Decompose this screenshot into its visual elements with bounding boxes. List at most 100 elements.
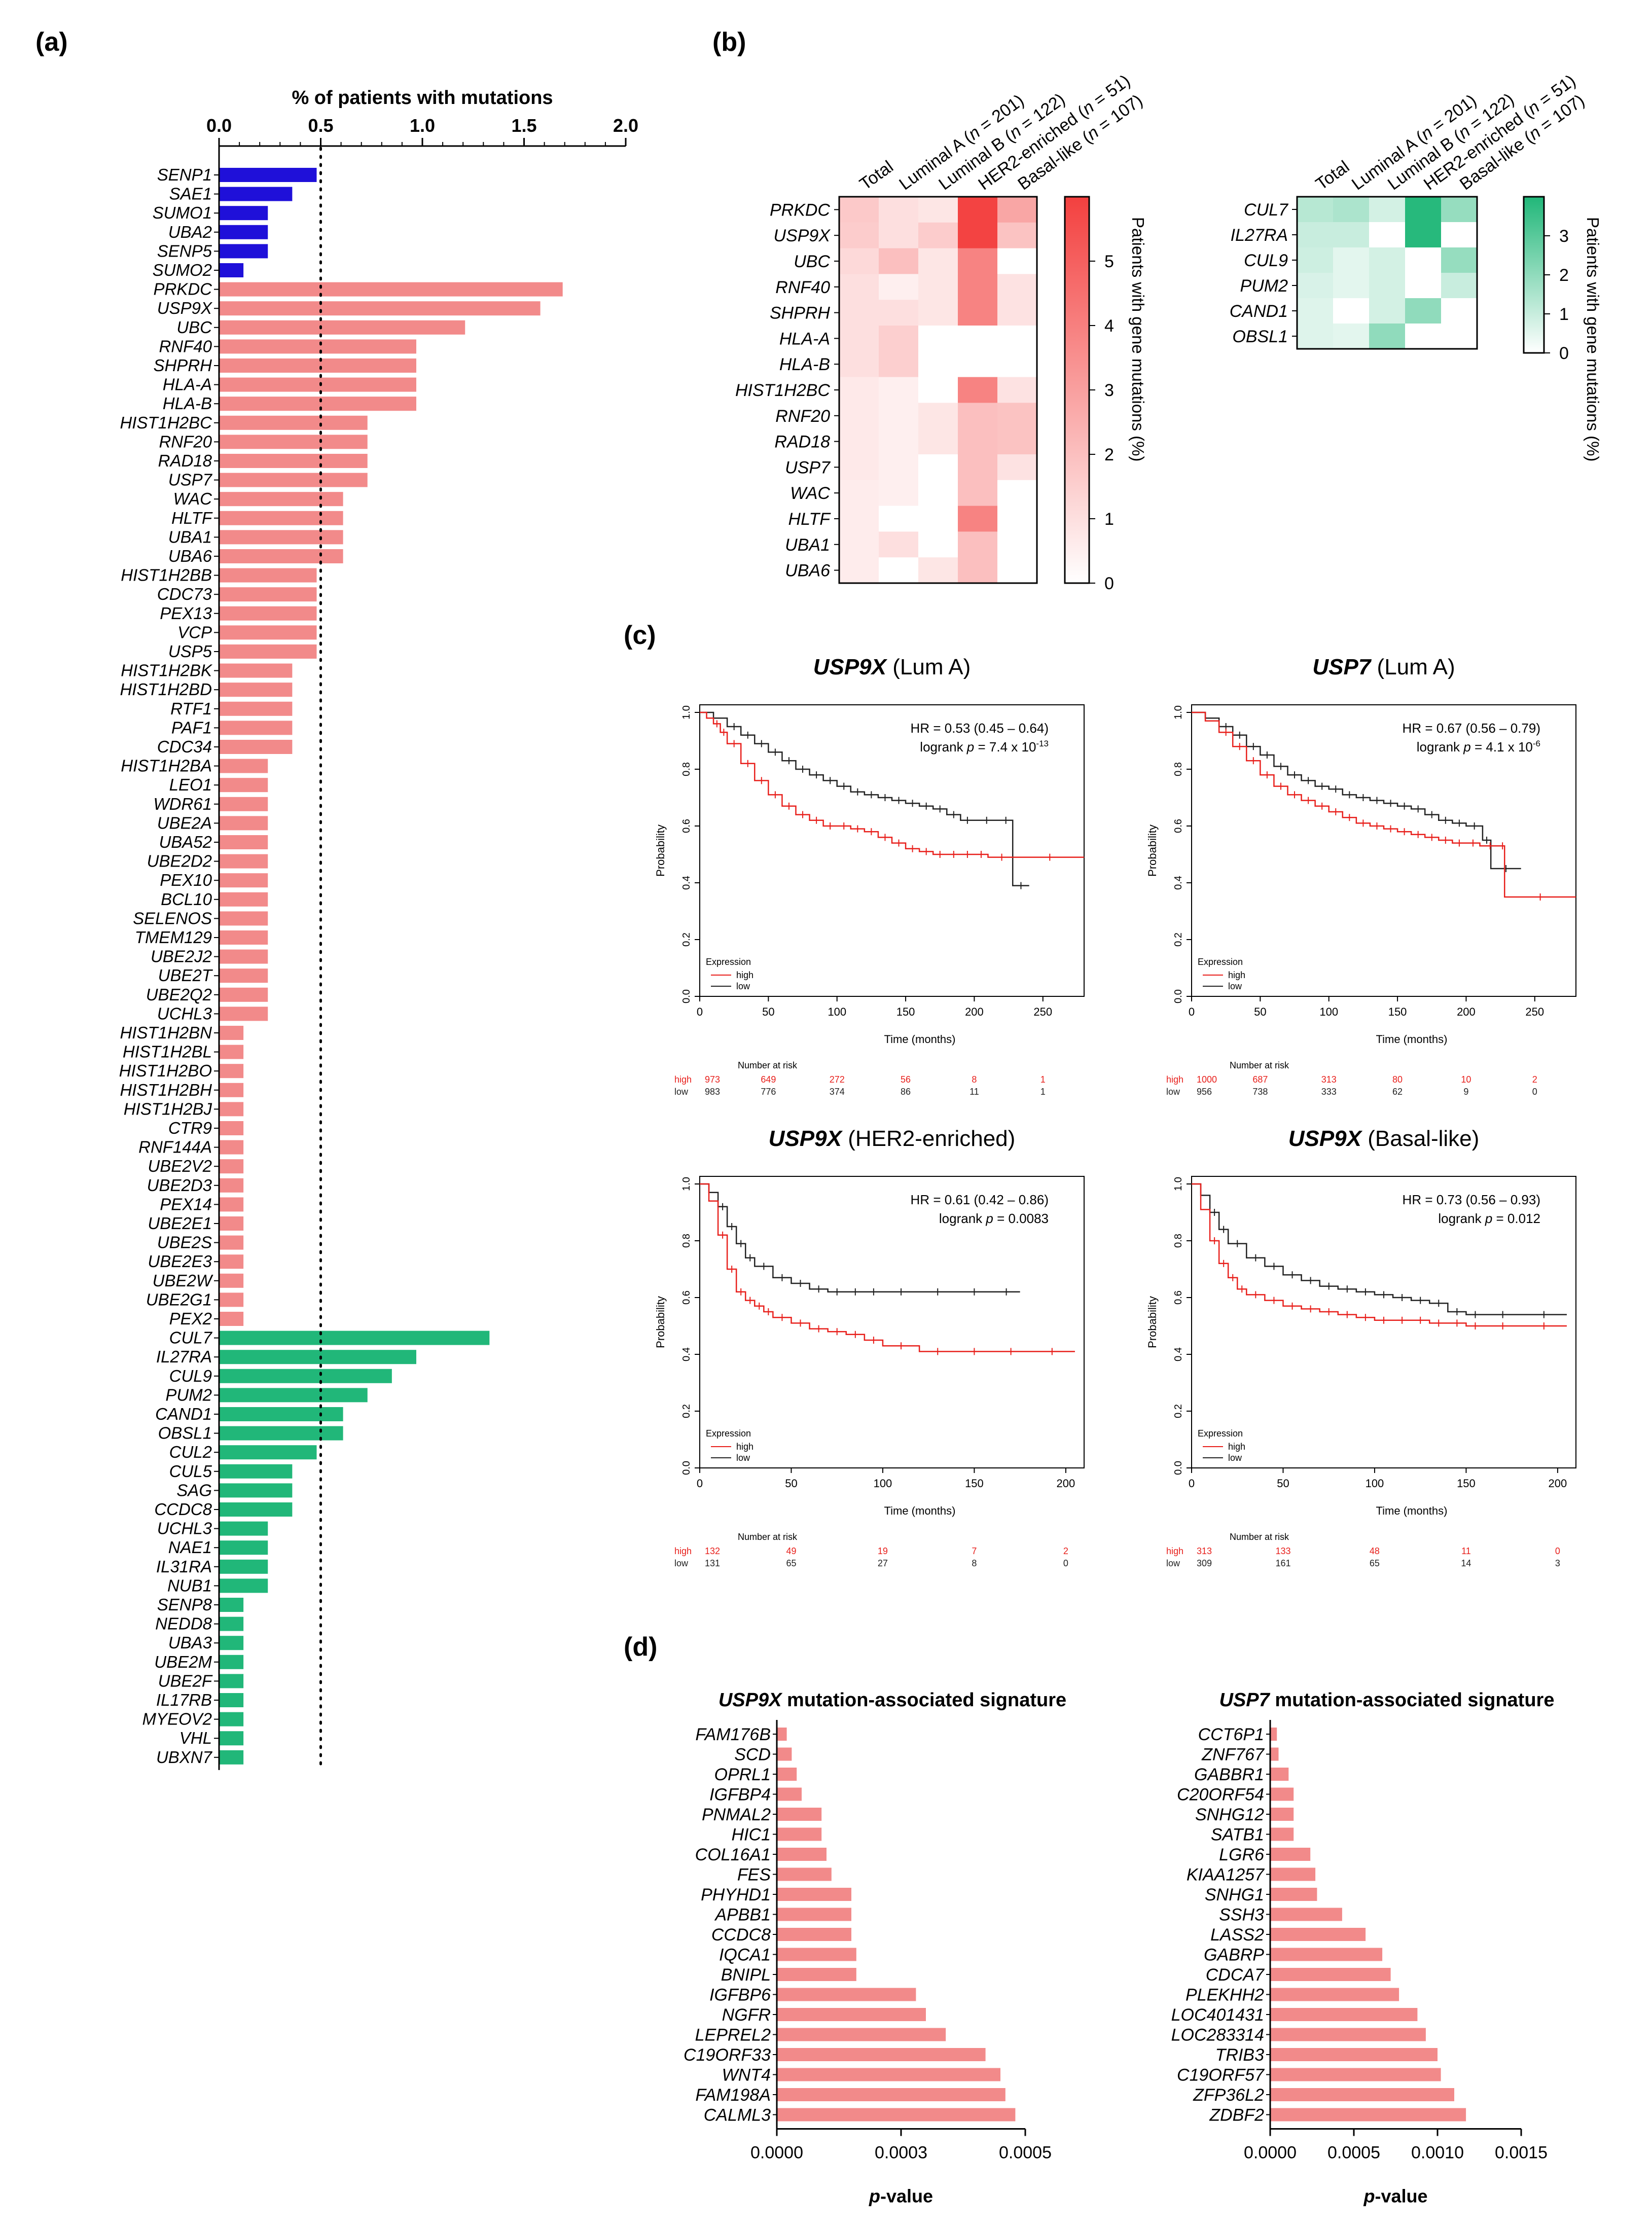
signature-gene-label: ZDBF2 bbox=[1209, 2106, 1264, 2125]
signature-gene-label: BNIPL bbox=[721, 1965, 771, 1985]
panel-a-title: % of patients with mutations bbox=[292, 87, 553, 109]
km-legend-label: low bbox=[1228, 981, 1242, 991]
risk-value: 11 bbox=[1461, 1546, 1471, 1556]
km-x-tick-label: 200 bbox=[1057, 1477, 1075, 1490]
bar-label: PAF1 bbox=[171, 718, 212, 737]
signature-gene-label: CCDC8 bbox=[711, 1925, 771, 1945]
heat-cell bbox=[879, 506, 919, 532]
km-x-tick-label: 150 bbox=[1457, 1477, 1476, 1490]
signature-gene-label: IGFBP4 bbox=[709, 1785, 771, 1805]
km-x-tick-label: 200 bbox=[1549, 1477, 1567, 1490]
bar-label: OBSL1 bbox=[158, 1424, 212, 1443]
bar-leo1 bbox=[219, 778, 268, 793]
km-logrank-text: logrank p = 0.012 bbox=[1438, 1211, 1540, 1226]
signature-bar bbox=[777, 2008, 926, 2021]
heat-cell bbox=[997, 248, 1037, 274]
bar-label: USP7 bbox=[168, 471, 213, 489]
heat-cell bbox=[997, 454, 1037, 481]
signature-x-tick-label: 0.0005 bbox=[999, 2143, 1052, 2163]
heatmap-row-label: HIST1H2BC bbox=[735, 381, 830, 400]
km-logrank-text: logrank p = 4.1 x 10-6 bbox=[1417, 739, 1540, 754]
bar-label: HLA-B bbox=[163, 394, 212, 413]
signature-bar bbox=[1270, 1948, 1383, 1961]
heat-cell bbox=[1405, 222, 1442, 248]
bar-hist1h2bh bbox=[219, 1083, 244, 1097]
km-x-tick-label: 0 bbox=[1189, 1477, 1195, 1490]
signature-gene-label: SATB1 bbox=[1211, 1825, 1264, 1845]
heat-cell bbox=[1441, 247, 1478, 273]
km-y-tick-label: 0.8 bbox=[681, 762, 692, 776]
km-title-subtype: (Lum A) bbox=[886, 655, 971, 679]
bar-vhl bbox=[219, 1731, 244, 1746]
bar-ube2d2 bbox=[219, 854, 268, 869]
km-x-tick-label: 100 bbox=[1319, 1005, 1338, 1018]
signature-bar bbox=[1270, 1787, 1294, 1801]
km-y-tick-label: 0.4 bbox=[681, 876, 692, 890]
bar-cul9 bbox=[219, 1369, 392, 1383]
signature-bar bbox=[1270, 1928, 1366, 1941]
bar-label: SENP5 bbox=[157, 241, 212, 260]
heat-cell bbox=[839, 222, 879, 249]
heat-cell bbox=[918, 531, 958, 558]
risk-value: 776 bbox=[761, 1087, 776, 1097]
bar-label: CAND1 bbox=[155, 1405, 212, 1423]
km-curve-high bbox=[700, 711, 1084, 858]
signature-bar bbox=[777, 1827, 822, 1841]
km-x-tick-label: 200 bbox=[965, 1005, 984, 1018]
km-hr-text: HR = 0.53 (0.45 – 0.64) bbox=[911, 721, 1049, 736]
bar-vcp bbox=[219, 625, 317, 640]
heatmap-column-label: Total bbox=[856, 157, 896, 194]
risk-value: 10 bbox=[1461, 1074, 1471, 1085]
risk-value: 313 bbox=[1197, 1546, 1212, 1556]
bar-il31ra bbox=[219, 1559, 268, 1574]
bar-paf1 bbox=[219, 721, 293, 735]
signature-bar bbox=[1270, 1848, 1311, 1861]
signature-bar bbox=[777, 1867, 832, 1881]
risk-value: 65 bbox=[1370, 1558, 1380, 1568]
bar-ube2v2 bbox=[219, 1159, 244, 1174]
panel-label-b: (b) bbox=[712, 27, 746, 57]
risk-row-label: high bbox=[674, 1074, 692, 1085]
signature-gene-label: NGFR bbox=[722, 2005, 771, 2025]
risk-value: 649 bbox=[761, 1074, 776, 1085]
heat-cell bbox=[918, 274, 958, 300]
heat-cell bbox=[997, 300, 1037, 326]
heat-cell bbox=[997, 506, 1037, 532]
signature-gene-label: GABBR1 bbox=[1194, 1765, 1264, 1784]
heat-cell bbox=[1369, 247, 1406, 273]
risk-value: 973 bbox=[705, 1074, 720, 1085]
heat-cell bbox=[1333, 298, 1370, 324]
panel-c-survival-plots: USP9X (Lum A) HR = 0.53 (0.45 – 0.64) logr… bbox=[654, 655, 1576, 1568]
km-x-tick-label: 200 bbox=[1457, 1005, 1476, 1018]
signature-gene-label: PNMAL2 bbox=[702, 1805, 771, 1824]
bar-label: PEX10 bbox=[160, 871, 212, 889]
km-x-label: Time (months) bbox=[1376, 1033, 1448, 1046]
signature-bar bbox=[777, 1747, 792, 1761]
signature-gene-label: CDCA7 bbox=[1206, 1965, 1265, 1985]
signature-bar bbox=[1270, 1827, 1294, 1841]
colorbar-tick-label: 0 bbox=[1104, 574, 1114, 593]
km-y-tick-label: 0.6 bbox=[1173, 819, 1184, 833]
km-title: USP9X (HER2-enriched) bbox=[769, 1126, 1016, 1151]
colorbar bbox=[1523, 196, 1545, 354]
risk-value: 7 bbox=[972, 1546, 977, 1556]
bar-label: UBE2V2 bbox=[148, 1157, 212, 1175]
risk-value: 956 bbox=[1197, 1087, 1212, 1097]
bar-label: PEX14 bbox=[160, 1195, 212, 1213]
km-y-label: Probability bbox=[654, 824, 667, 877]
bar-label: HIST1H2BK bbox=[121, 661, 213, 680]
signature-gene-label: SSH3 bbox=[1219, 1906, 1264, 1925]
risk-header: Number at risk bbox=[1230, 1532, 1289, 1542]
bar-label: SENP8 bbox=[157, 1595, 212, 1614]
km-y-tick-label: 0.0 bbox=[681, 989, 692, 1003]
bar-label: RNF20 bbox=[159, 432, 212, 451]
signature-gene-label: ZNF767 bbox=[1201, 1745, 1265, 1765]
signature-bar bbox=[1270, 1728, 1277, 1741]
signature-gene-label: CCT6P1 bbox=[1198, 1725, 1264, 1744]
heat-cell bbox=[958, 222, 998, 249]
signature-bar bbox=[1270, 2028, 1426, 2041]
heat-cell bbox=[1405, 273, 1442, 299]
heat-cell bbox=[879, 377, 919, 403]
heat-cell bbox=[958, 248, 998, 274]
signature-gene-label: LOC283314 bbox=[1171, 2026, 1264, 2045]
